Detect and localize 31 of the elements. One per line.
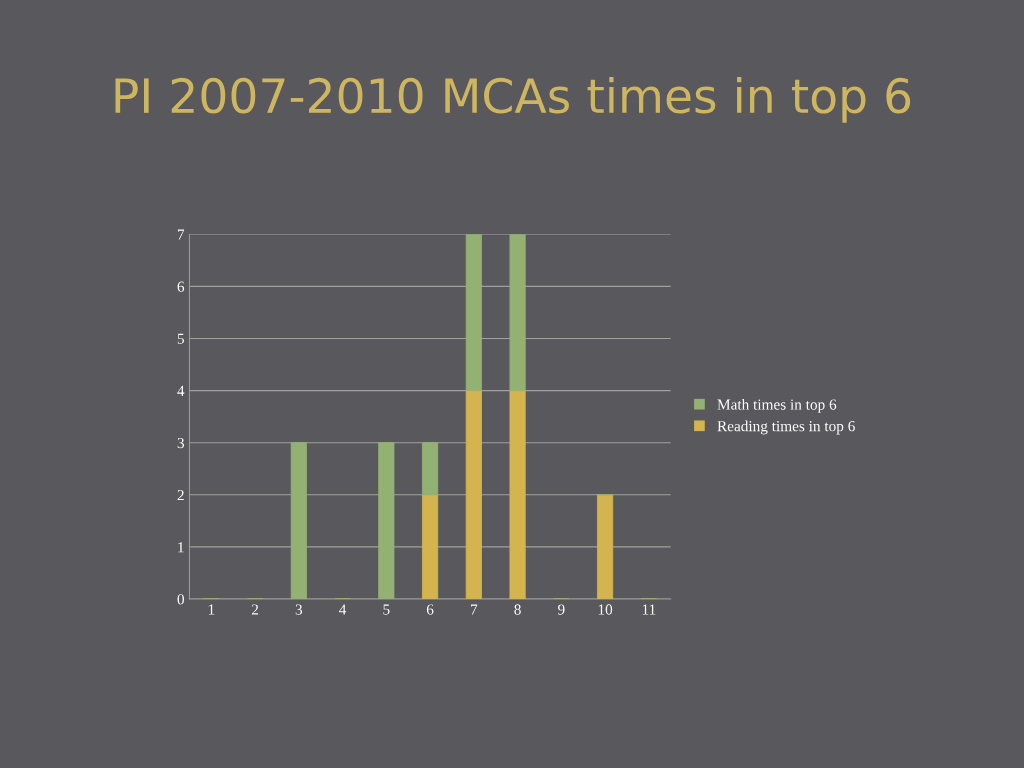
legend-label: Reading times in top 6 [717, 420, 855, 435]
y-tick-label: 6 [177, 281, 185, 292]
x-tick-label: 3 [295, 604, 303, 615]
bar [422, 494, 439, 600]
x-tick-label: 1 [208, 604, 215, 615]
chart-title: PI 2007-2010 MCAs times in top 6 [115, 76, 911, 123]
bar [597, 494, 614, 600]
y-tick-label: 2 [177, 490, 184, 501]
bar [378, 442, 395, 600]
x-tick-label: 6 [426, 604, 434, 615]
y-tick-label: 5 [177, 333, 184, 344]
x-tick-label: 5 [383, 604, 390, 615]
x-tick-label: 7 [471, 604, 478, 615]
x-tick-label: 8 [514, 604, 521, 615]
bar [465, 234, 482, 391]
x-tick-label: 10 [598, 604, 613, 615]
x-tick-label: 2 [251, 604, 259, 615]
x-tick-label: 4 [339, 604, 347, 615]
bar [509, 390, 526, 600]
bar [422, 442, 439, 496]
bar [290, 442, 307, 600]
y-tick-label: 1 [178, 542, 184, 553]
y-tick-label: 4 [177, 385, 185, 396]
bar [465, 390, 482, 600]
y-tick-label: 3 [177, 437, 184, 449]
x-tick-label: 11 [642, 604, 656, 615]
x-tick-label: 9 [558, 604, 565, 615]
legend-label: Math times in top 6 [717, 398, 837, 413]
bar [509, 234, 526, 391]
y-tick-label: 7 [177, 229, 185, 240]
y-tick-label: 0 [177, 594, 184, 605]
